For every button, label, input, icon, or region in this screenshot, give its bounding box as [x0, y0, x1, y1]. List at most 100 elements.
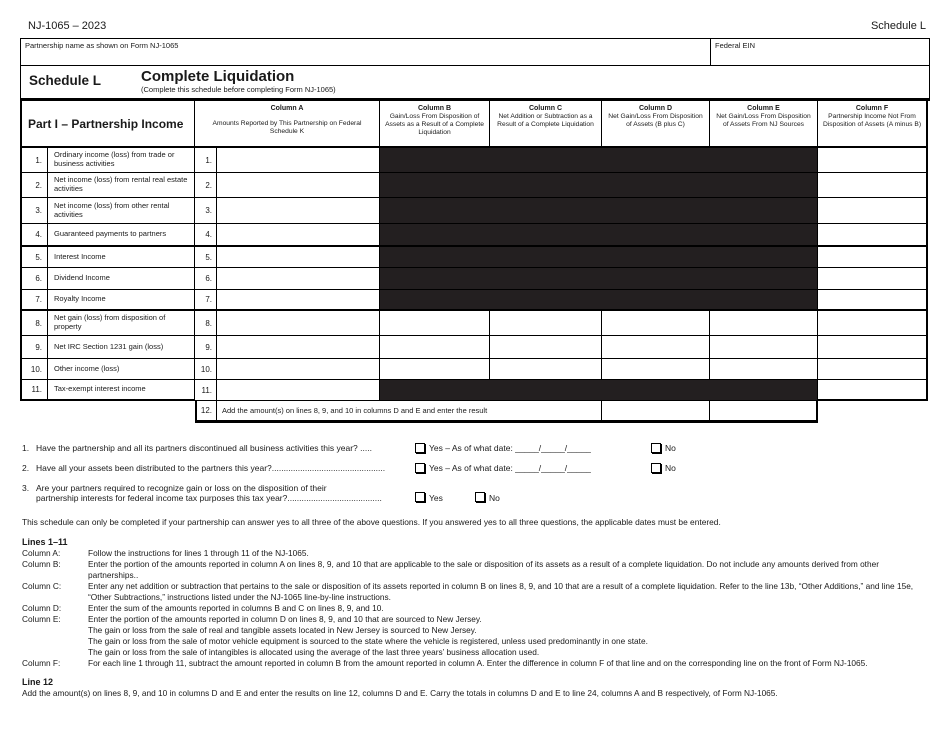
page-header: NJ-1065 – 2023 Schedule L — [0, 0, 950, 38]
amount-cell-e9[interactable] — [710, 336, 818, 359]
amount-cell-b10[interactable] — [380, 359, 490, 380]
row12-right-spacer — [818, 401, 928, 423]
amount-cell-b9[interactable] — [380, 336, 490, 359]
row-label: Net income (loss) from other rental acti… — [48, 198, 195, 224]
amount-cell-f7[interactable] — [818, 290, 928, 311]
q3-yes-checkbox[interactable] — [415, 492, 425, 502]
line-12-text: Add the amount(s) on lines 8, 9, and 10 … — [22, 688, 778, 698]
row-subnumber: 9. — [195, 336, 217, 359]
column-a-header: Column A Amounts Reported by This Partner… — [195, 101, 380, 148]
question-text-line2: partnership interests for federal income… — [36, 493, 382, 503]
amount-cell-a9[interactable] — [217, 336, 380, 359]
amount-cell-f5[interactable] — [818, 247, 928, 268]
row-number: 3. — [20, 198, 48, 224]
redacted-cells-b-e — [380, 198, 818, 224]
form-year-label: NJ-1065 – 2023 — [28, 20, 107, 32]
row-label: Ordinary income (loss) from trade or bus… — [48, 148, 195, 173]
amount-cell-a4[interactable] — [217, 224, 380, 247]
amount-cell-f11[interactable] — [818, 380, 928, 401]
amount-cell-d10[interactable] — [602, 359, 710, 380]
row-subnumber: 4. — [195, 224, 217, 247]
q2-yes-checkbox[interactable] — [415, 463, 425, 473]
table-row-11: 11. Tax-exempt interest income 11. — [20, 380, 930, 401]
q3-no-checkbox[interactable] — [475, 492, 485, 502]
amount-cell-a1[interactable] — [217, 148, 380, 173]
instructions-section: Lines 1–11 Column A: Follow the instruct… — [22, 537, 930, 699]
amount-cell-f3[interactable] — [818, 198, 928, 224]
row-label: Guaranteed payments to partners — [48, 224, 195, 247]
amount-cell-f10[interactable] — [818, 359, 928, 380]
amount-cell-a6[interactable] — [217, 268, 380, 290]
amount-cell-a7[interactable] — [217, 290, 380, 311]
column-e-header: Column E Net Gain/Loss From Disposition o… — [710, 101, 818, 148]
row-subnumber: 8. — [195, 311, 217, 336]
partnership-name-label: Partnership name as shown on Form NJ-106… — [25, 41, 179, 50]
amount-cell-a3[interactable] — [217, 198, 380, 224]
q2-no-checkbox[interactable] — [651, 463, 661, 473]
row-number: 9. — [20, 336, 48, 359]
amount-cell-c9[interactable] — [490, 336, 602, 359]
redacted-cells-b-e — [380, 173, 818, 198]
row-subnumber: 5. — [195, 247, 217, 268]
amount-cell-b8[interactable] — [380, 311, 490, 336]
amount-cell-a5[interactable] — [217, 247, 380, 268]
amount-cell-e10[interactable] — [710, 359, 818, 380]
amount-cell-f9[interactable] — [818, 336, 928, 359]
q1-yes-label: Yes – As of what date: _____/_____/_____ — [429, 443, 591, 453]
amount-cell-f6[interactable] — [818, 268, 928, 290]
amount-cell-d9[interactable] — [602, 336, 710, 359]
amount-cell-a8[interactable] — [217, 311, 380, 336]
amount-cell-c10[interactable] — [490, 359, 602, 380]
question-1: 1. Have the partnership and all its partn… — [22, 443, 930, 453]
row12-description: Add the amount(s) on lines 8, 9, and 10 … — [217, 401, 602, 423]
part1-table: Part I – Partnership Income Column A Amou… — [20, 101, 930, 423]
amount-cell-e8[interactable] — [710, 311, 818, 336]
q1-no-checkbox[interactable] — [651, 443, 661, 453]
row-number: 1. — [20, 148, 48, 173]
instruction-column-f: Column F: For each line 1 through 11, su… — [22, 658, 868, 668]
amount-cell-d12[interactable] — [602, 401, 710, 423]
redacted-cells-b-e — [380, 224, 818, 247]
table-row-5: 5. Interest Income 5. — [20, 247, 930, 268]
row-subnumber: 1. — [195, 148, 217, 173]
part1-title: Part I – Partnership Income — [20, 101, 195, 148]
amount-cell-a10[interactable] — [217, 359, 380, 380]
row-label: Tax-exempt interest income — [48, 380, 195, 401]
row-number: 6. — [20, 268, 48, 290]
table-row-12: 12. Add the amount(s) on lines 8, 9, and… — [20, 401, 930, 423]
federal-ein-label: Federal EIN — [715, 41, 756, 50]
eligibility-note: This schedule can only be completed if y… — [22, 517, 721, 527]
form-header-box: Partnership name as shown on Form NJ-106… — [20, 38, 930, 101]
federal-ein-field[interactable]: Federal EIN — [711, 39, 929, 65]
question-number: 1. — [22, 443, 30, 453]
amount-cell-f2[interactable] — [818, 173, 928, 198]
table-row-9: 9. Net IRC Section 1231 gain (loss) 9. — [20, 336, 930, 359]
amount-cell-a11[interactable] — [217, 380, 380, 401]
question-text: Have the partnership and all its partner… — [36, 443, 372, 453]
redacted-cells-b-e — [380, 247, 818, 268]
amount-cell-d8[interactable] — [602, 311, 710, 336]
instruction-column-d: Column D: Enter the sum of the amounts r… — [22, 603, 384, 613]
row-number: 10. — [20, 359, 48, 380]
q2-yes-label: Yes – As of what date: _____/_____/_____ — [429, 463, 591, 473]
instruction-column-e-note3: The gain or loss from the sale of intang… — [88, 647, 540, 657]
row-subnumber: 10. — [195, 359, 217, 380]
amount-cell-f1[interactable] — [818, 148, 928, 173]
q1-yes-checkbox[interactable] — [415, 443, 425, 453]
table-row-1: 1. Ordinary income (loss) from trade or … — [20, 148, 930, 173]
partnership-name-field[interactable]: Partnership name as shown on Form NJ-106… — [21, 39, 711, 65]
schedule-title: Complete Liquidation — [141, 68, 295, 85]
schedule-subtitle: (Complete this schedule before completin… — [141, 85, 336, 94]
instruction-column-e-note2: The gain or loss from the sale of motor … — [88, 636, 648, 646]
instruction-column-e-note1: The gain or loss from the sale of real a… — [88, 625, 477, 635]
amount-cell-a2[interactable] — [217, 173, 380, 198]
column-b-header: Column B Gain/Loss From Disposition of As… — [380, 101, 490, 148]
amount-cell-e12[interactable] — [710, 401, 818, 423]
table-row-7: 7. Royalty Income 7. — [20, 290, 930, 311]
amount-cell-f8[interactable] — [818, 311, 928, 336]
amount-cell-f4[interactable] — [818, 224, 928, 247]
row-number: 2. — [20, 173, 48, 198]
amount-cell-c8[interactable] — [490, 311, 602, 336]
row-number: 8. — [20, 311, 48, 336]
q3-no-label: No — [489, 493, 500, 503]
